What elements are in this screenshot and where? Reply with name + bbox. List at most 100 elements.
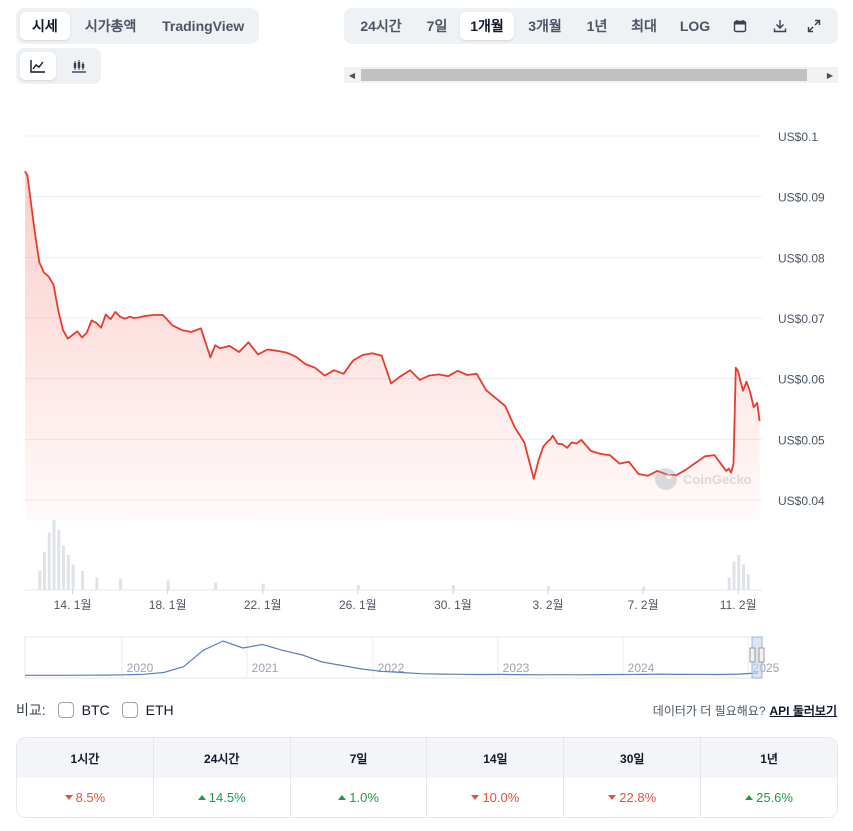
perf-value: 22.8% bbox=[564, 778, 700, 817]
x-tick-label: 7. 2월 bbox=[628, 598, 659, 612]
perf-col-30d: 30일 22.8% bbox=[564, 738, 702, 817]
y-tick-label: US$0.04 bbox=[778, 494, 825, 508]
compare-eth-checkbox[interactable] bbox=[121, 702, 138, 718]
perf-value-text: 25.6% bbox=[756, 790, 793, 805]
triangle-up-icon bbox=[745, 795, 754, 800]
volume-bar bbox=[727, 577, 731, 590]
perf-period: 14일 bbox=[427, 738, 564, 778]
compare-btc-label[interactable]: BTC bbox=[81, 702, 110, 718]
triangle-up-icon bbox=[197, 795, 206, 800]
triangle-down-icon bbox=[471, 795, 480, 800]
performance-table: 1시간 8.5% 24시간 14.5% 7일 1.0% 14일 10.0% 30… bbox=[16, 737, 838, 818]
line-chart-icon bbox=[30, 59, 46, 73]
compare-eth-label[interactable]: ETH bbox=[145, 702, 174, 718]
volume-bar bbox=[214, 582, 218, 590]
range-1m[interactable]: 1개월 bbox=[460, 12, 514, 40]
volume-bar bbox=[66, 555, 70, 590]
volume-bar bbox=[741, 564, 745, 590]
volume-bar bbox=[746, 574, 750, 590]
price-chart[interactable]: US$0.1 US$0.09 US$0.08 US$0.07 US$0.06 US$0.0… bbox=[0, 100, 853, 690]
y-tick-label: US$0.05 bbox=[778, 433, 825, 447]
perf-col-7d: 7일 1.0% bbox=[290, 738, 428, 817]
compare-btc-checkbox[interactable] bbox=[57, 702, 74, 718]
scroll-left-icon[interactable]: ◀ bbox=[348, 70, 356, 80]
volume-bar bbox=[52, 520, 56, 590]
line-chart-button[interactable] bbox=[20, 52, 56, 80]
range-scrollbar[interactable]: ◀ ▶ bbox=[344, 67, 838, 83]
triangle-up-icon bbox=[338, 795, 347, 800]
expand-button[interactable] bbox=[800, 12, 828, 40]
x-tick-label: 11. 2월 bbox=[720, 598, 757, 612]
perf-period: 30일 bbox=[564, 738, 701, 778]
perf-value: 14.5% bbox=[154, 778, 290, 817]
volume-bar bbox=[737, 555, 741, 590]
volume-bar bbox=[166, 580, 170, 590]
tab-tradingview[interactable]: TradingView bbox=[162, 18, 245, 34]
chart-style-toggle bbox=[16, 48, 101, 84]
range-3m[interactable]: 3개월 bbox=[528, 18, 562, 34]
perf-period: 7일 bbox=[290, 738, 427, 778]
calendar-button[interactable] bbox=[720, 12, 760, 40]
volume-bar bbox=[57, 529, 61, 590]
perf-col-24h: 24시간 14.5% bbox=[153, 738, 291, 817]
perf-value: 8.5% bbox=[17, 778, 153, 817]
volume-bar bbox=[43, 551, 47, 590]
navigator-handle-left[interactable] bbox=[749, 647, 756, 663]
perf-col-1y: 1년 25.6% bbox=[701, 738, 837, 817]
perf-value-text: 22.8% bbox=[619, 790, 657, 805]
navigator-year-label: 2024 bbox=[628, 661, 655, 675]
price-area bbox=[25, 171, 760, 520]
x-tick-label: 30. 1월 bbox=[434, 598, 472, 612]
range-max[interactable]: 최대 bbox=[631, 18, 657, 34]
volume-bar bbox=[38, 570, 42, 590]
range-1y[interactable]: 1년 bbox=[586, 18, 608, 34]
volume-bar bbox=[71, 564, 75, 590]
price-line bbox=[24, 170, 761, 480]
perf-value: 1.0% bbox=[291, 778, 427, 817]
perf-period: 24시간 bbox=[153, 738, 290, 778]
perf-period: 1년 bbox=[701, 738, 837, 778]
x-tick-label: 3. 2월 bbox=[533, 598, 564, 612]
volume-bar bbox=[261, 583, 265, 590]
range-24h[interactable]: 24시간 bbox=[360, 18, 402, 34]
candlestick-chart-icon bbox=[71, 59, 87, 73]
navigator-handle-right[interactable] bbox=[758, 647, 765, 663]
perf-value-text: 10.0% bbox=[482, 790, 520, 805]
volume-bar bbox=[547, 586, 551, 590]
volume-bar bbox=[732, 561, 736, 590]
expand-icon bbox=[807, 19, 821, 33]
volume-bar bbox=[451, 584, 455, 590]
scroll-thumb[interactable] bbox=[361, 69, 807, 81]
tab-market-cap[interactable]: 시가총액 bbox=[84, 18, 137, 34]
volume-bar bbox=[81, 570, 85, 590]
perf-value: 25.6% bbox=[701, 778, 837, 817]
calendar-icon bbox=[733, 19, 747, 33]
volume-bar bbox=[642, 586, 646, 590]
view-tab-group: 시세 시가총액 TradingView bbox=[16, 8, 259, 44]
range-log[interactable]: LOG bbox=[679, 18, 711, 34]
navigator-year-label: 2023 bbox=[503, 661, 530, 675]
scroll-right-icon[interactable]: ▶ bbox=[826, 70, 834, 80]
perf-value: 10.0% bbox=[427, 778, 563, 817]
navigator-year-label: 2020 bbox=[127, 661, 154, 675]
x-tick-label: 18. 1월 bbox=[149, 598, 187, 612]
y-tick-label: US$0.1 bbox=[778, 130, 818, 144]
perf-value-text: 8.5% bbox=[75, 790, 106, 805]
api-note-text: 데이터가 더 필요해요? bbox=[652, 703, 766, 718]
compare-label: 비교: bbox=[16, 702, 46, 718]
perf-col-14d: 14일 10.0% bbox=[427, 738, 565, 817]
range-7d[interactable]: 7일 bbox=[426, 18, 448, 34]
tab-price[interactable]: 시세 bbox=[20, 12, 70, 40]
volume-bar bbox=[62, 545, 66, 590]
volume-bar bbox=[47, 532, 51, 590]
navigator-year-label: 2021 bbox=[252, 661, 279, 675]
api-link[interactable]: API 둘러보기 bbox=[769, 703, 838, 718]
watermark-text: CoinGecko bbox=[683, 472, 752, 487]
download-button[interactable] bbox=[760, 12, 800, 40]
candlestick-chart-button[interactable] bbox=[61, 52, 97, 80]
volume-bar bbox=[95, 577, 99, 590]
navigator-line bbox=[25, 640, 759, 676]
perf-value-text: 1.0% bbox=[349, 790, 379, 805]
perf-value-text: 14.5% bbox=[208, 790, 246, 805]
range-tab-group: 24시간 7일 1개월 3개월 1년 최대 LOG bbox=[344, 8, 838, 44]
